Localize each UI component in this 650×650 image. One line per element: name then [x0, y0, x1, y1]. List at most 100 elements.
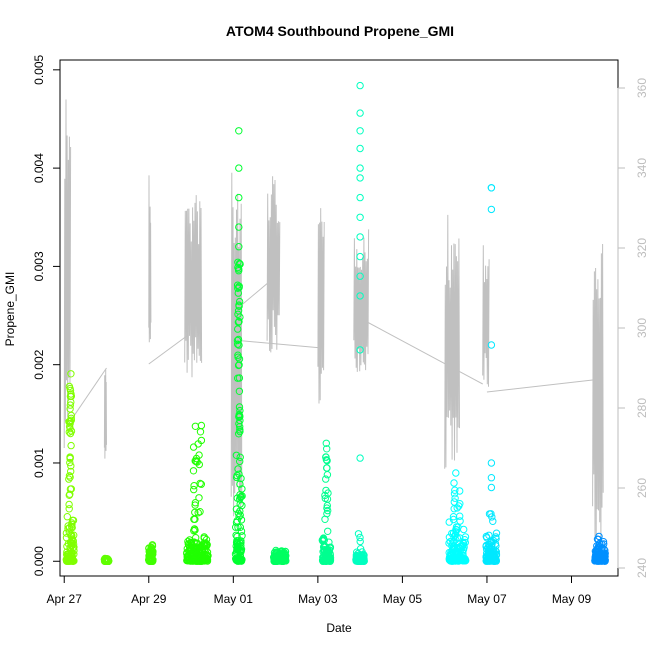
data-point [66, 490, 74, 498]
y2-tick-label-4: 320 [635, 238, 649, 258]
data-point [67, 441, 75, 450]
data-point [232, 451, 241, 459]
data-point [234, 555, 243, 564]
data-point [236, 523, 245, 531]
data-point [325, 538, 333, 546]
data-point [321, 515, 329, 523]
altitude-segment-0 [63, 99, 72, 449]
data-point [190, 538, 198, 547]
data-point [203, 541, 211, 549]
data-point [354, 530, 363, 538]
y2-tick-label-0: 240 [635, 558, 649, 578]
data-point [236, 500, 244, 508]
data-point [599, 538, 608, 546]
data-point [448, 539, 456, 547]
data-point [483, 556, 491, 564]
data-point [456, 487, 464, 495]
altitude-segment-7 [353, 229, 370, 372]
plot-frame [59, 59, 619, 577]
data-point [324, 506, 332, 515]
data-point [488, 556, 496, 565]
data-point [197, 421, 206, 430]
y-tick-label-5: 0.005 [32, 54, 46, 84]
data-point [356, 81, 364, 90]
data-point [323, 456, 331, 464]
data-point [235, 267, 243, 275]
data-point [194, 509, 202, 517]
y2-tick-label-1: 260 [635, 478, 649, 498]
cluster-2 [145, 541, 157, 565]
data-point [68, 540, 76, 548]
data-point [236, 539, 244, 548]
data-point [235, 355, 244, 363]
data-point [65, 418, 73, 426]
data-point [232, 523, 240, 531]
data-point [356, 533, 364, 542]
data-point [232, 518, 241, 527]
x-tick-label-2: May 01 [214, 592, 254, 606]
data-point [322, 475, 330, 483]
data-point [66, 386, 75, 395]
data-point [487, 474, 496, 482]
data-point [452, 469, 460, 477]
data-point [236, 427, 244, 436]
data-point [234, 325, 242, 333]
altitude-connector-4 [355, 315, 483, 385]
data-point [356, 144, 364, 153]
y-tick-label-4: 0.004 [32, 153, 46, 183]
data-point [487, 184, 496, 192]
data-point [201, 555, 210, 564]
data-point [454, 523, 462, 531]
altitude-segment-10 [592, 243, 604, 550]
y2-tick-label-5: 340 [635, 158, 649, 178]
y-tick-label-2: 0.002 [32, 349, 46, 379]
data-point [235, 127, 243, 135]
data-point [191, 457, 199, 465]
data-point [487, 510, 495, 518]
data-point [204, 552, 212, 560]
data-point [67, 539, 75, 547]
data-point [66, 401, 75, 409]
axes: Apr 27 Apr 29 May 01 May 03 May 05 May 07 May … [32, 54, 649, 606]
x-tick-label-3: May 03 [298, 592, 338, 606]
data-point [67, 467, 75, 476]
data-point [323, 445, 331, 453]
data-point [270, 555, 278, 564]
altitude-connector-2 [232, 279, 272, 313]
altitude-series [63, 99, 604, 550]
data-point [190, 485, 198, 494]
data-point [235, 317, 243, 326]
data-point [236, 313, 244, 321]
data-point [236, 511, 244, 519]
data-point [191, 508, 199, 517]
data-point [234, 258, 242, 266]
data-point [450, 479, 458, 487]
data-point [196, 479, 204, 488]
data-point [145, 544, 153, 553]
data-point [190, 515, 198, 523]
data-point [356, 537, 364, 546]
data-point [448, 556, 456, 564]
x-tick-label-5: May 07 [467, 592, 507, 606]
data-point [235, 302, 243, 310]
data-point [596, 549, 605, 557]
data-point [104, 556, 113, 564]
cluster-9 [482, 184, 501, 565]
data-point [448, 542, 456, 550]
data-point [355, 557, 363, 565]
data-point [448, 529, 456, 538]
data-point [195, 494, 203, 502]
data-point [322, 548, 330, 556]
data-point [234, 340, 242, 348]
data-point [200, 533, 208, 541]
chart-title: ATOM4 Southbound Propene_GMI [226, 23, 454, 39]
data-point [356, 545, 365, 553]
data-point [101, 555, 110, 564]
data-point [186, 557, 195, 565]
data-point [189, 467, 198, 475]
altitude-segment-3 [184, 195, 203, 378]
data-point [68, 523, 76, 532]
cluster-3 [183, 421, 212, 565]
data-point [67, 370, 75, 378]
